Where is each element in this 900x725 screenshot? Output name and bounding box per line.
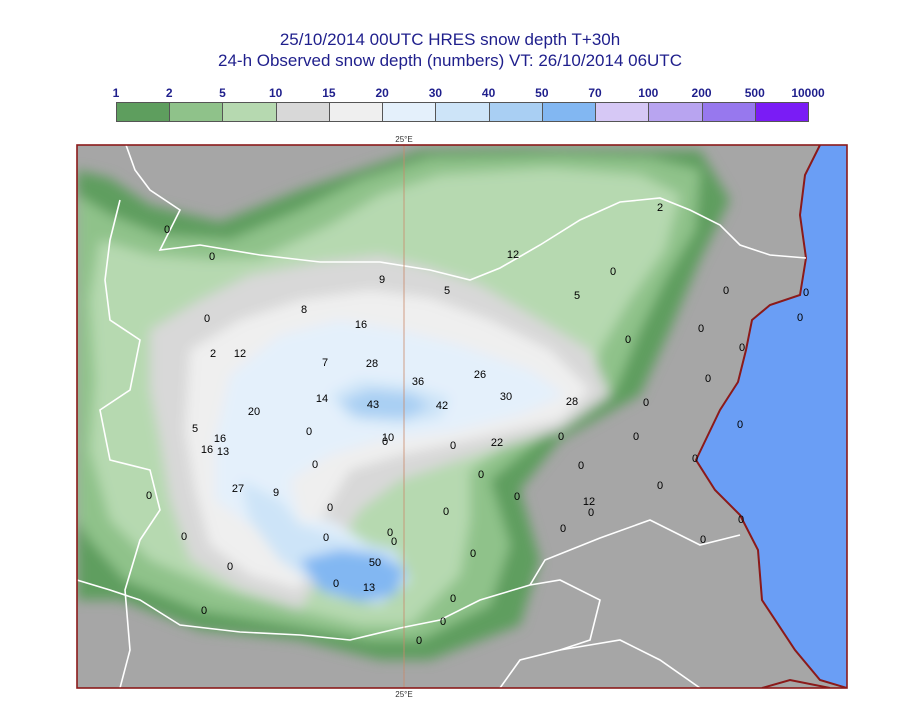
observation-value: 0 — [391, 536, 397, 548]
colorbar-label: 40 — [481, 86, 496, 100]
observation-value: 9 — [379, 274, 385, 286]
observation-value: 0 — [227, 561, 233, 573]
observation-value: 16 — [201, 444, 213, 456]
observation-value: 0 — [558, 431, 564, 443]
observation-value: 28 — [366, 358, 378, 370]
observation-value: 12 — [583, 496, 595, 508]
observation-value: 36 — [412, 376, 424, 388]
snow-band-50-70 — [300, 550, 405, 602]
colorbar-swatch — [754, 102, 809, 122]
observation-value: 0 — [450, 440, 456, 452]
observation-value: 0 — [578, 460, 584, 472]
colorbar-label: 30 — [428, 86, 443, 100]
observation-value: 0 — [478, 469, 484, 481]
observation-value: 0 — [382, 436, 388, 448]
observation-value: 0 — [738, 514, 744, 526]
colorbar-label: 15 — [322, 86, 336, 100]
observation-value: 0 — [657, 480, 663, 492]
colorbar-label: 200 — [691, 86, 712, 100]
colorbar-label: 10000 — [791, 86, 825, 100]
observation-value: 0 — [416, 635, 422, 647]
observation-value: 0 — [204, 313, 210, 325]
colorbar-label: 1 — [112, 86, 120, 100]
observation-value: 20 — [248, 406, 260, 418]
observation-value: 5 — [574, 290, 580, 302]
colorbar-label: 10 — [269, 86, 283, 100]
observation-value: 0 — [705, 373, 711, 385]
country-borders — [77, 145, 807, 688]
longitude-label-top: 25°E — [395, 135, 412, 144]
observation-value: 0 — [209, 251, 215, 263]
observation-value: 13 — [363, 582, 375, 594]
observation-value: 0 — [560, 523, 566, 535]
observation-value: 22 — [491, 437, 503, 449]
observation-value: 12 — [507, 249, 519, 261]
observation-value: 43 — [367, 399, 379, 411]
colorbar-label: 100 — [638, 86, 659, 100]
observation-value: 0 — [450, 593, 456, 605]
observation-value: 16 — [214, 433, 226, 445]
observation-value: 16 — [355, 319, 367, 331]
observation-value: 0 — [443, 506, 449, 518]
observation-value: 2 — [210, 348, 216, 360]
observation-value: 7 — [322, 357, 328, 369]
observation-value: 0 — [181, 531, 187, 543]
observation-value: 0 — [146, 490, 152, 502]
observation-value: 0 — [692, 453, 698, 465]
longitude-label-bottom: 25°E — [395, 690, 412, 699]
observation-value: 10 — [382, 432, 394, 444]
observation-value: 28 — [566, 396, 578, 408]
observation-value: 26 — [474, 369, 486, 381]
colorbar-label: 70 — [588, 86, 602, 100]
colorbar-label: 20 — [375, 86, 389, 100]
colorbar-label: 50 — [535, 86, 549, 100]
observation-value: 0 — [633, 431, 639, 443]
observation-value: 0 — [164, 224, 170, 236]
map-title-line1: 25/10/2014 00UTC HRES snow depth T+30h — [279, 30, 621, 49]
colorbar-label: 2 — [165, 86, 173, 100]
map-title-line2: 24-h Observed snow depth (numbers) VT: 2… — [218, 51, 682, 70]
observation-value: 0 — [201, 605, 207, 617]
observation-value: 12 — [234, 348, 246, 360]
observation-value: 0 — [737, 419, 743, 431]
black-sea — [696, 145, 847, 688]
observation-value: 0 — [739, 342, 745, 354]
observation-value: 0 — [698, 323, 704, 335]
observation-value: 0 — [323, 532, 329, 544]
colorbar-label: 500 — [744, 86, 765, 100]
observation-value: 5 — [192, 423, 198, 435]
observation-value: 14 — [316, 393, 328, 405]
observation-value: 0 — [387, 527, 393, 539]
observation-value: 5 — [444, 285, 450, 297]
observation-value: 9 — [273, 487, 279, 499]
observation-value: 0 — [312, 459, 318, 471]
observation-value: 42 — [436, 400, 448, 412]
observation-value: 50 — [369, 557, 381, 569]
observation-value: 27 — [232, 483, 244, 495]
observation-value: 2 — [657, 202, 663, 214]
observation-value: 0 — [797, 312, 803, 324]
snow-band-40-50 — [340, 390, 430, 418]
observation-value: 8 — [301, 304, 307, 316]
observation-value: 0 — [610, 266, 616, 278]
coastline — [694, 145, 847, 688]
observation-value: 0 — [440, 616, 446, 628]
observation-value: 0 — [588, 507, 594, 519]
observation-value: 0 — [700, 534, 706, 546]
observation-value: 0 — [803, 287, 809, 299]
observation-value: 0 — [306, 426, 312, 438]
observation-value: 30 — [500, 391, 512, 403]
observation-value: 0 — [470, 548, 476, 560]
colorbar-label: 5 — [219, 86, 226, 100]
observation-value: 0 — [514, 491, 520, 503]
observation-value: 0 — [327, 502, 333, 514]
observation-value: 0 — [643, 397, 649, 409]
observation-value: 0 — [625, 334, 631, 346]
observation-value: 0 — [723, 285, 729, 297]
observation-value: 0 — [333, 578, 339, 590]
map-frame — [76, 144, 848, 689]
observation-value: 13 — [217, 446, 229, 458]
